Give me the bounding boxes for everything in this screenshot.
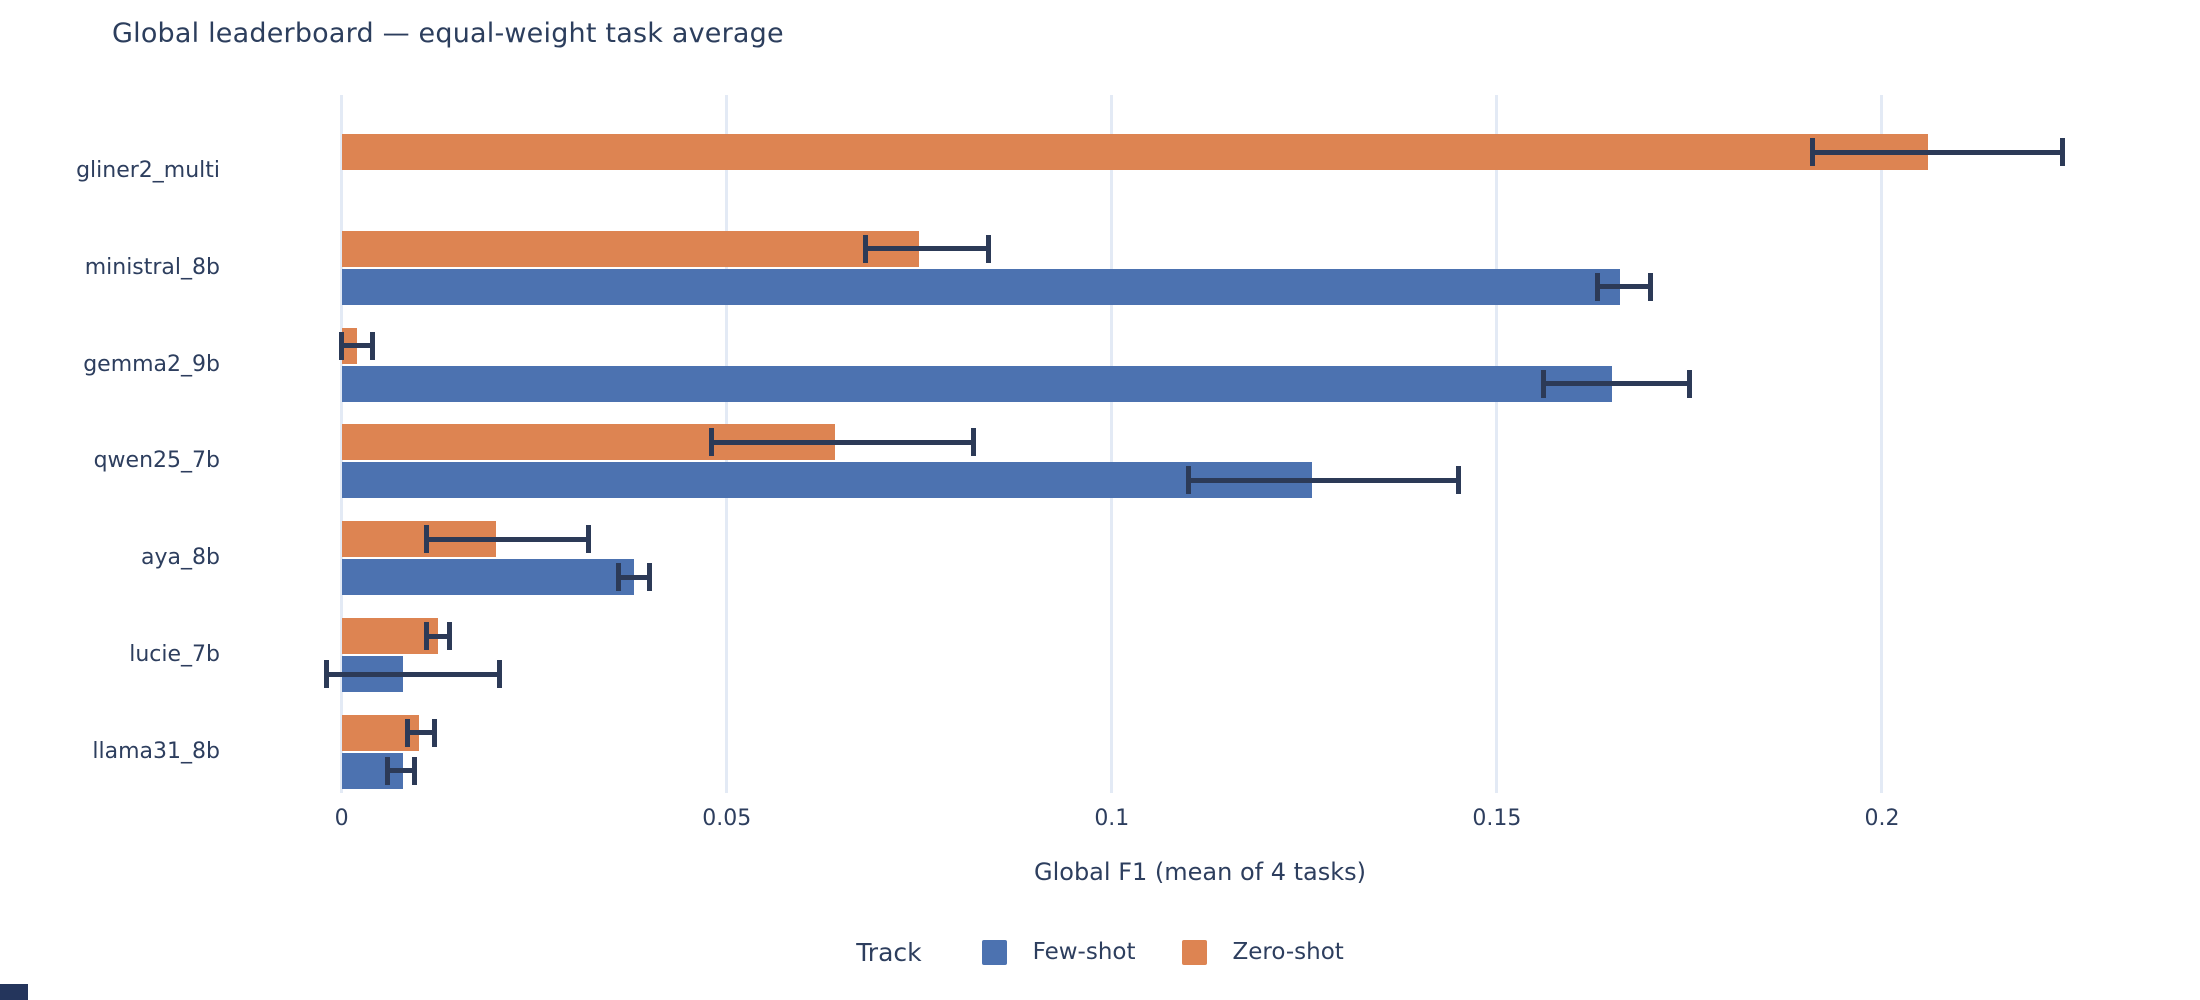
few-shot-bar — [341, 559, 635, 596]
zero-shot-bar — [341, 230, 920, 267]
few-shot-error-cap — [1186, 466, 1192, 495]
few-shot-error-cap — [1648, 272, 1654, 301]
zero-shot-swatch-icon — [1181, 939, 1207, 965]
few-shot-error-cap — [497, 660, 503, 688]
few-shot-bar — [341, 268, 1621, 305]
gridline — [1495, 95, 1499, 793]
legend-item-zero-shot: Zero-shot — [1181, 939, 1344, 965]
x-tick-label: 0.05 — [702, 806, 752, 831]
few-shot-error-cap — [385, 756, 391, 785]
y-axis-label: aya_8b — [141, 545, 220, 571]
y-axis-label: llama31_8b — [92, 738, 220, 764]
few-shot-error-line — [1188, 477, 1459, 483]
few-shot-error-line — [326, 671, 500, 677]
few-shot-error-line — [618, 574, 650, 580]
zero-shot-error-line — [426, 633, 450, 639]
zero-shot-bar — [341, 134, 1929, 170]
zero-shot-error-cap — [369, 331, 375, 360]
x-tick-label: 0 — [334, 806, 349, 831]
zero-shot-error-cap — [585, 525, 591, 554]
x-axis-label: Global F1 (mean of 4 tasks) — [1034, 858, 1366, 886]
zero-shot-error-line — [407, 730, 435, 736]
zero-shot-error-cap — [339, 331, 345, 360]
few-shot-error-cap — [412, 756, 418, 785]
few-shot-swatch-icon — [981, 939, 1007, 965]
zero-shot-error-cap — [986, 234, 992, 263]
legend-label-zero-shot: Zero-shot — [1232, 939, 1344, 965]
legend-label-few-shot: Few-shot — [1032, 939, 1136, 965]
x-tick-label: 0.15 — [1472, 806, 1522, 831]
few-shot-error-line — [1543, 381, 1690, 387]
y-axis-label: gliner2_multi — [76, 158, 220, 183]
few-shot-error-line — [1597, 284, 1651, 290]
zero-shot-error-cap — [862, 234, 868, 263]
zero-shot-error-line — [341, 343, 373, 349]
few-shot-error-cap — [647, 563, 653, 592]
y-axis-label: qwen25_7b — [93, 448, 220, 474]
gridline — [1880, 95, 1884, 793]
zero-shot-error-cap — [404, 718, 410, 747]
zero-shot-error-line — [865, 246, 989, 252]
zero-shot-error-cap — [708, 428, 714, 457]
few-shot-bar — [341, 365, 1613, 402]
zero-shot-error-line — [711, 439, 974, 445]
zero-shot-error-cap — [970, 428, 976, 457]
few-shot-error-line — [387, 768, 415, 774]
zero-shot-error-cap — [423, 525, 429, 554]
few-shot-error-cap — [616, 563, 622, 592]
corner-accent — [0, 984, 28, 1000]
few-shot-error-cap — [1686, 369, 1692, 398]
legend: Track Few-shot Zero-shot — [0, 932, 2200, 972]
few-shot-error-cap — [1594, 272, 1600, 301]
zero-shot-error-cap — [431, 718, 437, 747]
zero-shot-error-cap — [446, 622, 452, 650]
few-shot-error-cap — [323, 660, 329, 688]
legend-title: Track — [856, 937, 922, 967]
zero-shot-error-line — [426, 536, 589, 542]
zero-shot-error-cap — [1810, 138, 1816, 166]
zero-shot-error-cap — [423, 622, 429, 650]
few-shot-error-cap — [1455, 466, 1461, 495]
y-axis-label: gemma2_9b — [83, 351, 220, 377]
legend-item-few-shot: Few-shot — [981, 939, 1136, 965]
few-shot-error-cap — [1540, 369, 1546, 398]
x-tick-label: 0.2 — [1864, 806, 1900, 831]
few-shot-bar — [341, 462, 1313, 499]
zero-shot-error-cap — [2060, 138, 2066, 166]
y-axis-label: ministral_8b — [84, 254, 220, 280]
zero-shot-bar — [341, 618, 438, 654]
chart-title: Global leaderboard — equal-weight task a… — [112, 18, 784, 49]
gridline — [1110, 95, 1114, 793]
zero-shot-error-line — [1812, 149, 2063, 155]
y-axis-label: lucie_7b — [129, 642, 220, 667]
x-tick-label: 0.1 — [1094, 806, 1130, 831]
